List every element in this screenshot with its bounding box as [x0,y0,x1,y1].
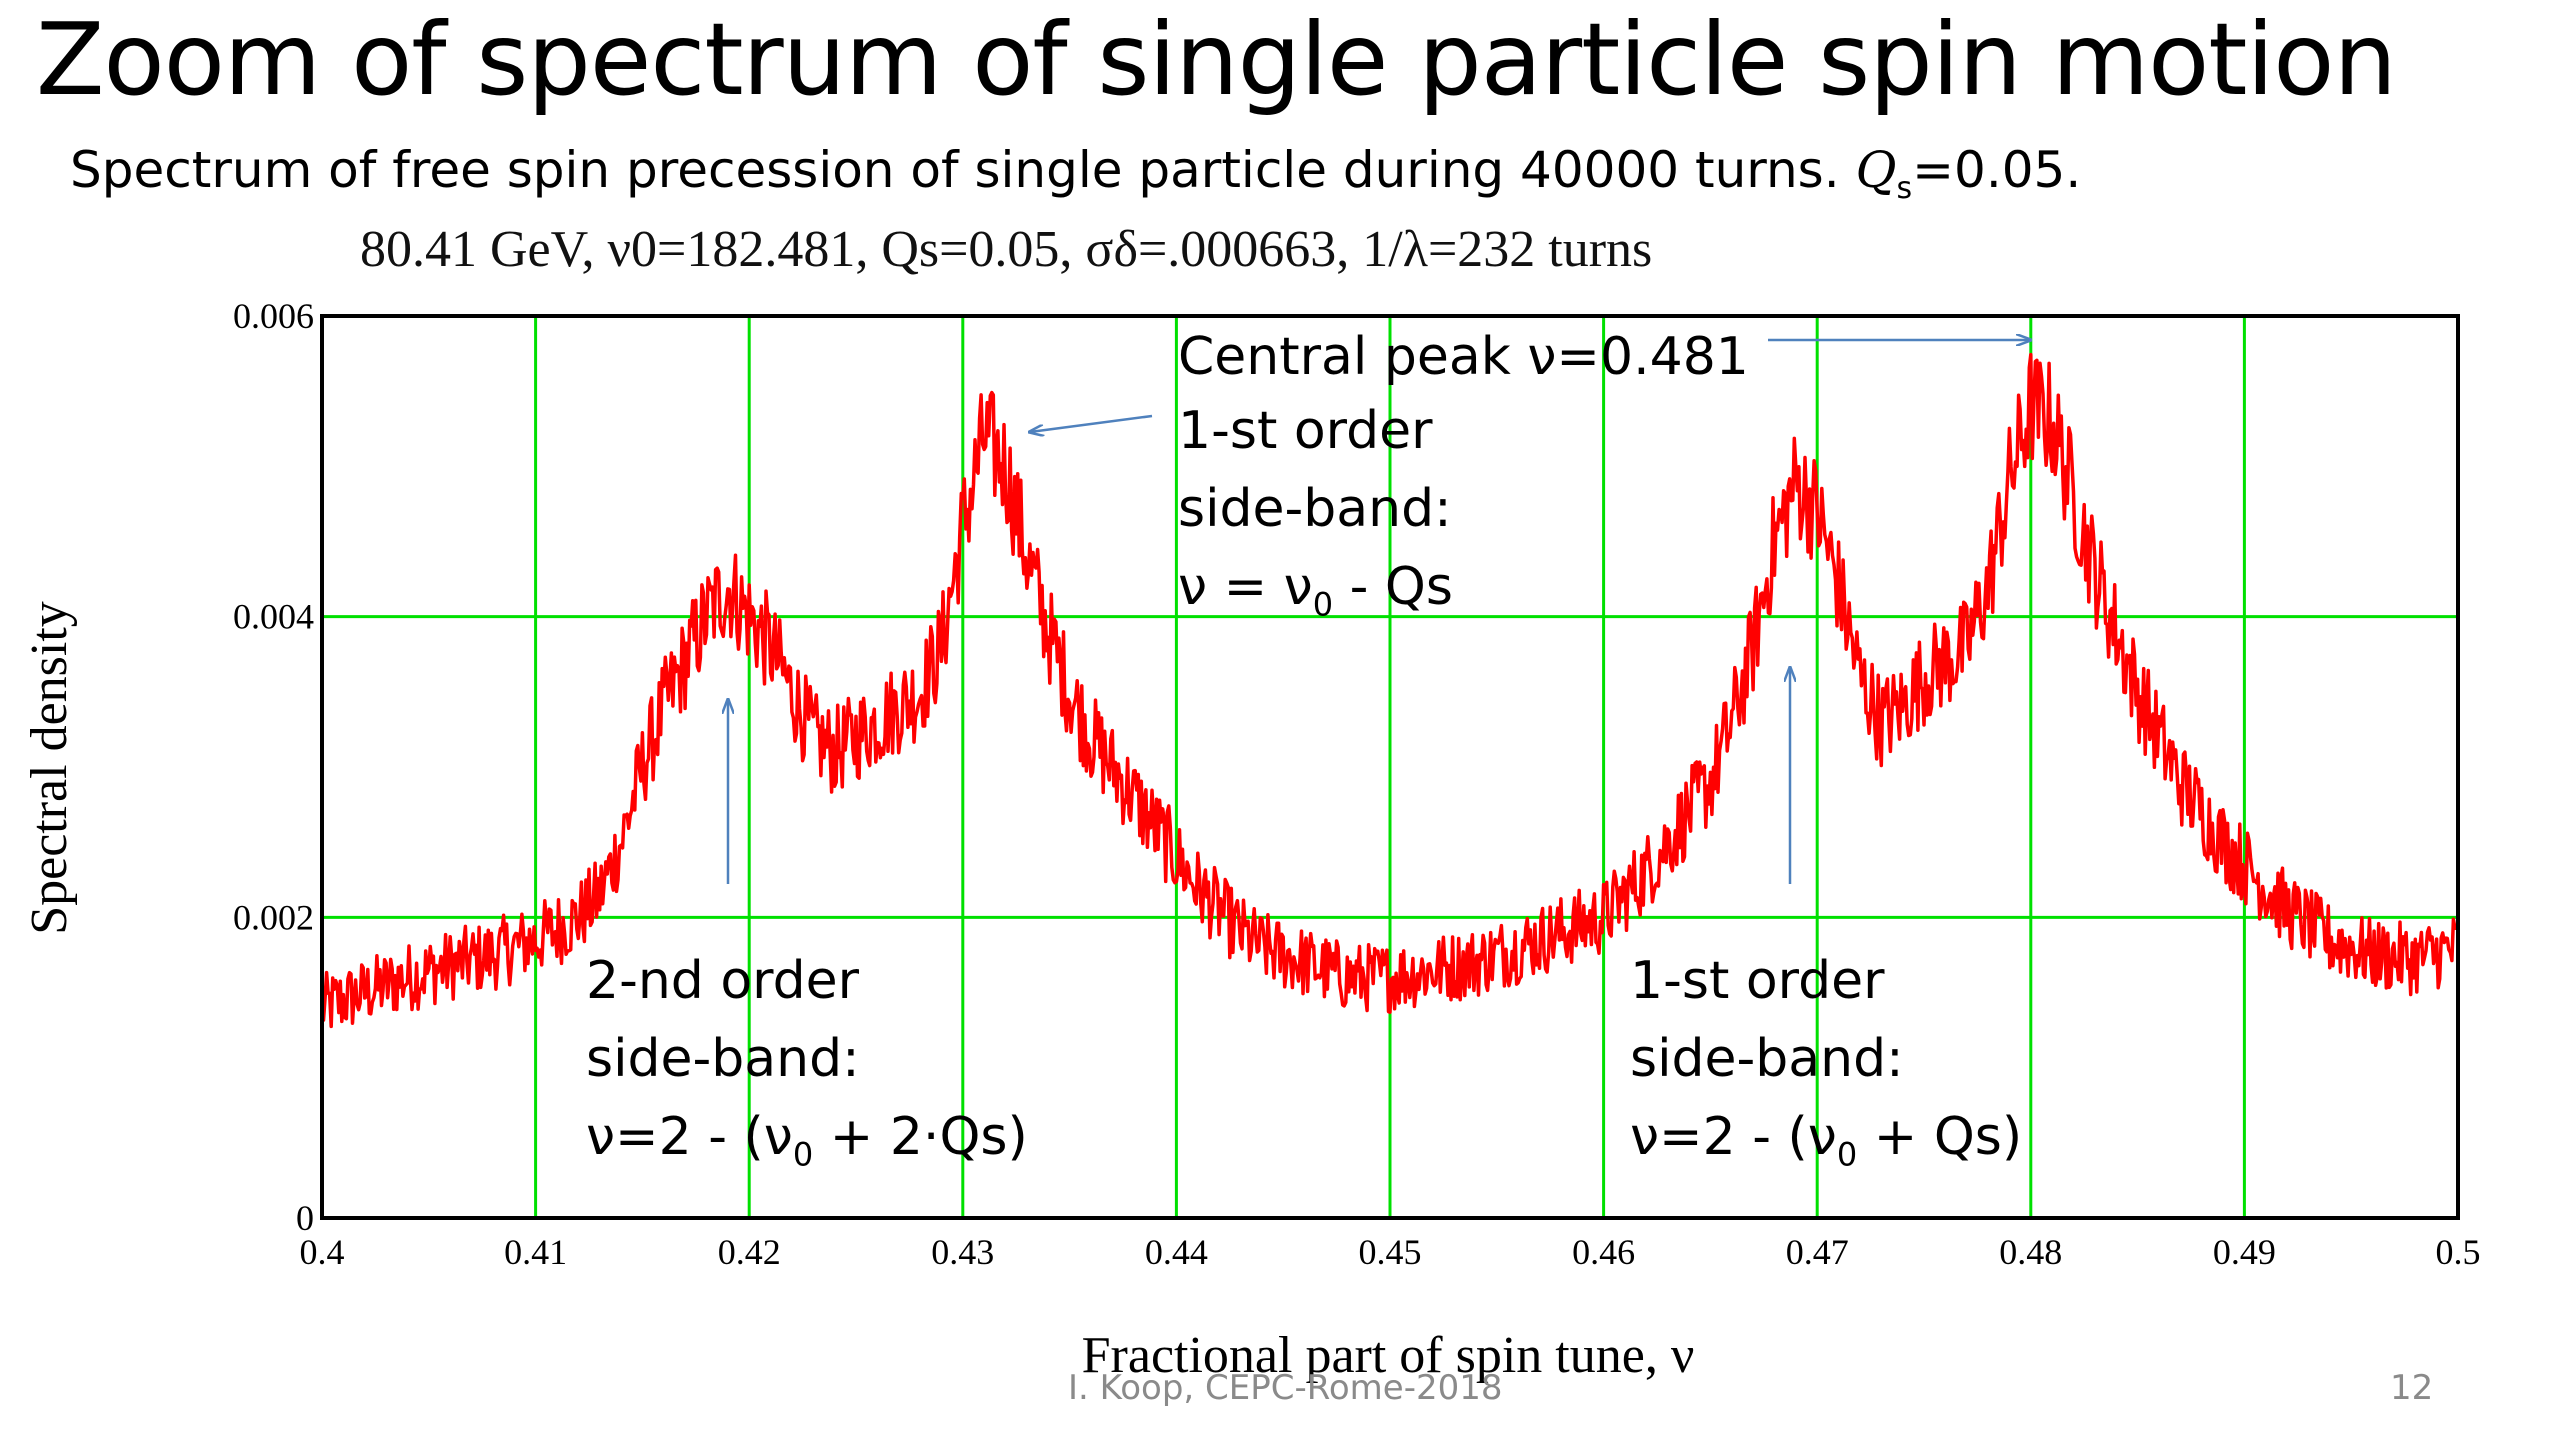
formula-part: ν = ν [1178,557,1313,617]
footer-author: I. Koop, CEPC-Rome-2018 [1068,1368,1503,1408]
first-order-left-line3: ν = ν0 - Qs [1178,548,1453,643]
page-number: 12 [2390,1368,2434,1408]
formula-part: - Qs [1333,557,1453,617]
first-order-left-line1: 1-st order [1178,401,1433,461]
y-tick-label: 0 [296,1198,314,1238]
x-tick-label: 0.4 [300,1232,345,1272]
series-layer [320,352,2459,1029]
slide-subtitle: Spectrum of free spin precession of sing… [70,138,2081,221]
tick-labels: 0.4 0.41 0.42 0.43 0.44 0.45 0.46 0.47 0.48 0.49 0… [233,296,2481,1272]
first-order-right-line1: 1-st order [1630,951,1885,1011]
y-tick-label: 0.004 [233,597,314,637]
x-tick-label: 0.41 [504,1232,567,1272]
x-tick-label: 0.46 [1572,1232,1635,1272]
formula-part: ν=2 - (ν [586,1107,793,1167]
plot-frame [320,314,2460,1220]
formula-part: + Qs) [1857,1107,2023,1167]
x-tick-label: 0.47 [1786,1232,1849,1272]
first-order-sideband-left-label: 1-st order side-band: ν = ν0 - Qs [1178,392,1453,643]
second-order-line1: 2-nd order [586,951,859,1011]
x-tick-label: 0.42 [718,1232,781,1272]
central-peak-label: Central peak ν=0.481 [1178,318,1749,396]
y-tick-label: 0.002 [233,897,314,937]
formula-subscript: 0 [1836,1135,1858,1174]
second-order-sideband-label: 2-nd order side-band: ν=2 - (ν0 + 2·Qs) [586,942,1028,1193]
central-peak-text: Central peak ν=0.481 [1178,327,1749,387]
first-order-left-line2: side-band: [1178,479,1452,539]
slide-title: Zoom of spectrum of single particle spin… [36,1,2397,118]
formula-subscript: 0 [1312,585,1334,624]
x-axis-label: Fractional part of spin tune, ν [1082,1327,1695,1384]
formula-part: ν=2 - (ν [1630,1107,1837,1167]
subtitle-q-value: =0.05. [1912,141,2082,199]
y-axis-label: Spectral density [21,601,78,935]
annotation-arrows [728,340,2030,884]
x-tick-label: 0.43 [931,1232,994,1272]
formula-part: + 2·Qs) [813,1107,1028,1167]
chart-title: 80.41 GeV, ν0=182.481, Qs=0.05, σδ=.0006… [360,221,1653,278]
x-tick-label: 0.45 [1359,1232,1422,1272]
x-tick-label: 0.48 [1999,1232,2062,1272]
first-order-sideband-right-label: 1-st order side-band: ν=2 - (ν0 + Qs) [1630,942,2022,1193]
spectral-density-series-line [320,352,2459,1029]
formula-subscript: 0 [792,1135,814,1174]
first-order-left-arrow [1030,414,1153,432]
subtitle-q-symbol: Q [1855,141,1897,199]
x-tick-label: 0.49 [2213,1232,2276,1272]
first-order-right-line3: ν=2 - (ν0 + Qs) [1630,1098,2022,1193]
subtitle-text: Spectrum of free spin precession of sing… [70,141,1856,199]
second-order-line2: side-band: [586,1029,860,1089]
y-tick-label: 0.006 [233,296,314,336]
subtitle-q-subscript: s [1896,171,1913,206]
first-order-right-line2: side-band: [1630,1029,1904,1089]
x-tick-label: 0.5 [2436,1232,2481,1272]
second-order-line3: ν=2 - (ν0 + 2·Qs) [586,1098,1028,1193]
x-tick-label: 0.44 [1145,1232,1208,1272]
